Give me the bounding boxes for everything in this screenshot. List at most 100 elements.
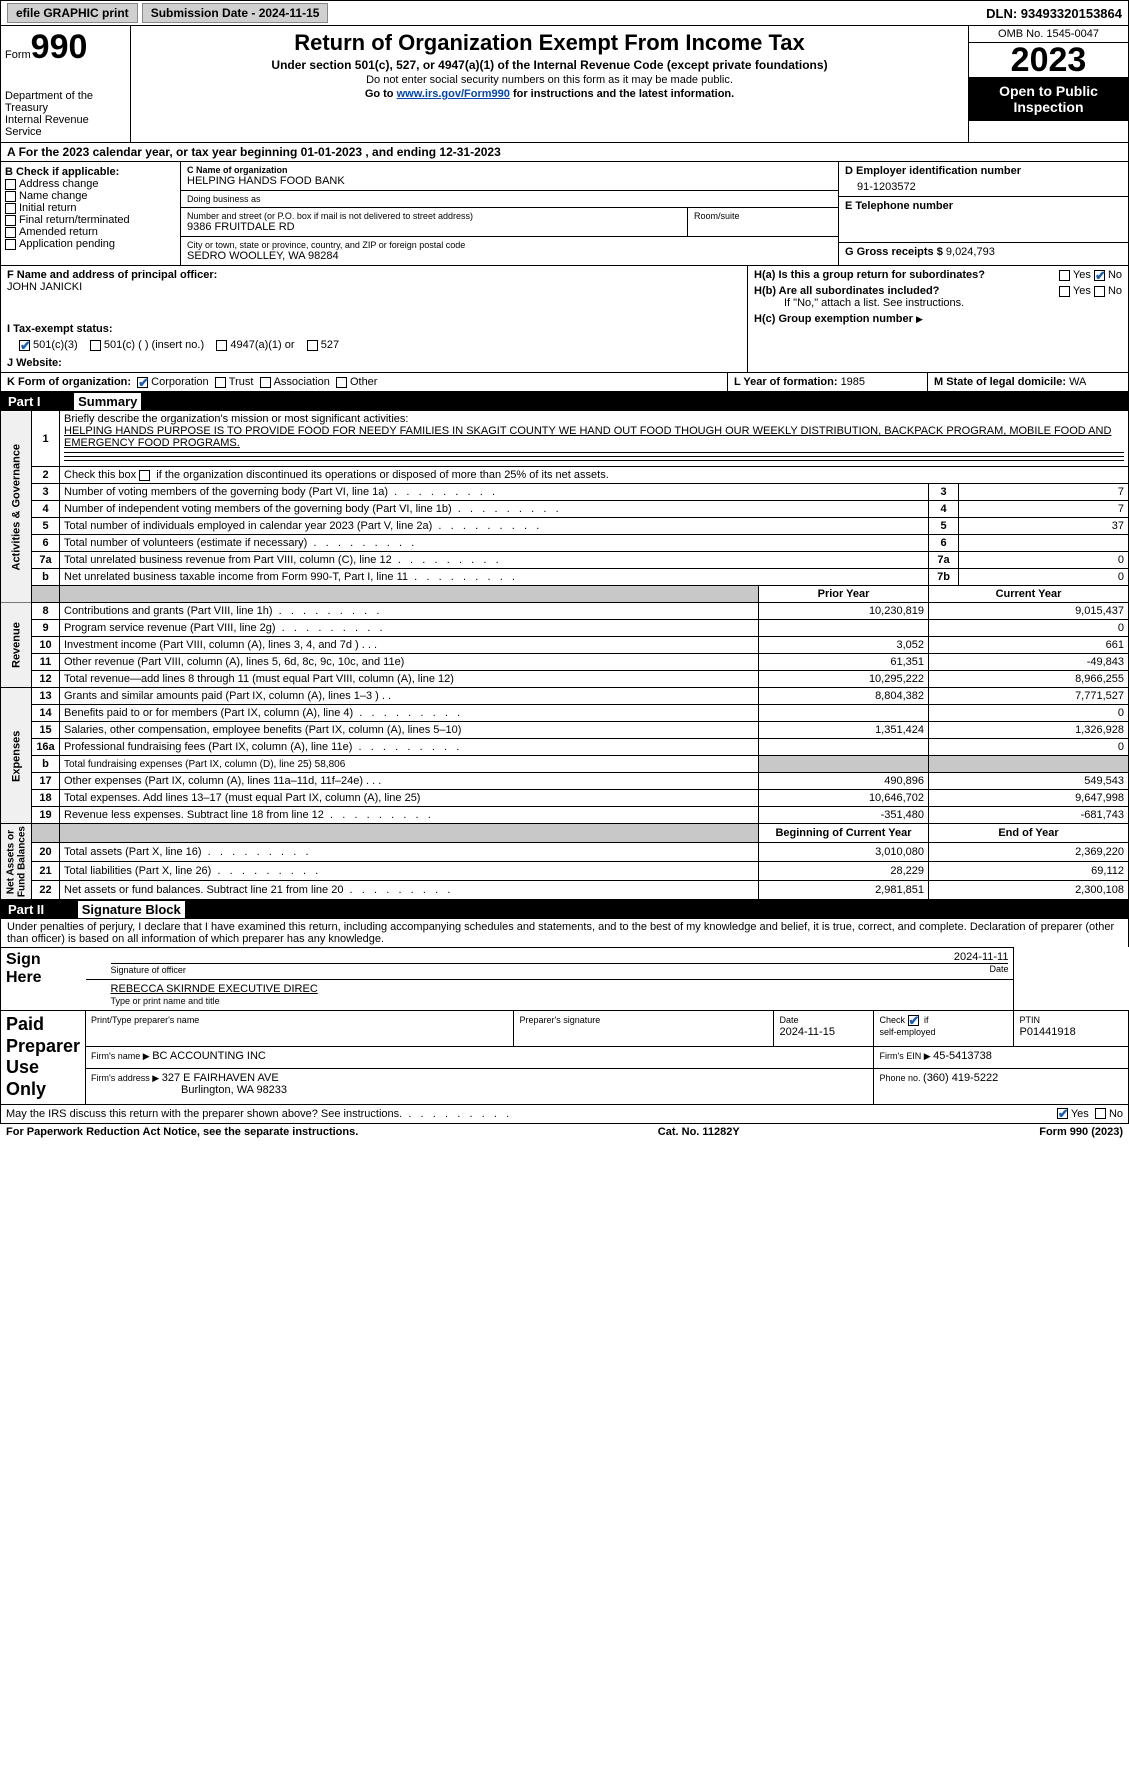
ln-18: 18 (32, 790, 60, 807)
ein-label: D Employer identification number (845, 165, 1122, 177)
yes-1: Yes (1073, 269, 1091, 281)
cb-name-change[interactable] (5, 191, 16, 202)
officer-printed-name: REBECCA SKIRNDE EXECUTIVE DIREC (111, 983, 1009, 995)
mission-text: HELPING HANDS PURPOSE IS TO PROVIDE FOOD… (64, 425, 1111, 449)
v7a: 0 (959, 552, 1129, 569)
firm-phone-label: Phone no. (879, 1073, 923, 1083)
cb-amended[interactable] (5, 227, 16, 238)
firm-addr: 327 E FAIRHAVEN AVE (162, 1072, 279, 1084)
dba-label: Doing business as (187, 194, 832, 204)
ln-13: 13 (32, 688, 60, 705)
c9: 0 (929, 620, 1129, 637)
part-i-header: Part I Summary (0, 392, 1129, 411)
v6 (959, 535, 1129, 552)
form-word: Form (5, 49, 31, 61)
ln-21: 21 (32, 862, 60, 881)
cb-initial-return[interactable] (5, 203, 16, 214)
c19: -681,743 (929, 807, 1129, 824)
hb-note: If "No," attach a list. See instructions… (754, 297, 1122, 309)
end-hdr: End of Year (929, 824, 1129, 843)
l11: Other revenue (Part VIII, column (A), li… (60, 654, 759, 671)
yes-3: Yes (1071, 1108, 1089, 1120)
p22: 2,981,851 (759, 881, 929, 900)
part-ii-num: Part II (8, 902, 44, 917)
p19: -351,480 (759, 807, 929, 824)
firm-ein: 45-5413738 (933, 1050, 992, 1062)
cb-ha-no[interactable] (1094, 270, 1105, 281)
form-number: 990 (31, 28, 88, 66)
arrow-icon-4 (152, 1072, 161, 1084)
cb-assoc[interactable] (260, 377, 271, 388)
ln-12: 12 (32, 671, 60, 688)
cb-other[interactable] (336, 377, 347, 388)
l16b: Total fundraising expenses (Part IX, col… (60, 756, 759, 773)
cb-501c3[interactable] (19, 340, 30, 351)
date-label: Date (989, 964, 1008, 974)
section-fh: F Name and address of principal officer:… (0, 266, 1129, 373)
form-header: Form990 Department of the Treasury Inter… (0, 26, 1129, 143)
vlabel-netassets: Net Assets orFund Balances (1, 824, 32, 900)
c16a: 0 (929, 739, 1129, 756)
dept-text: Department of the Treasury Internal Reve… (5, 90, 126, 138)
sig-date: 2024-11-11 (111, 951, 1009, 964)
cb-hb-no[interactable] (1094, 286, 1105, 297)
open-to-public: Open to Public Inspection (969, 77, 1128, 121)
cb-trust[interactable] (215, 377, 226, 388)
hb-label: H(b) Are all subordinates included? (754, 285, 939, 297)
no-1: No (1108, 269, 1122, 281)
form-subtitle: Under section 501(c), 527, or 4947(a)(1)… (135, 58, 964, 72)
b-header: B Check if applicable: (5, 166, 176, 178)
b-opt-3: Final return/terminated (19, 214, 130, 226)
ln-3: 3 (32, 484, 60, 501)
l10: Investment income (Part VIII, column (A)… (64, 639, 359, 651)
ln-19: 19 (32, 807, 60, 824)
l15: Salaries, other compensation, employee b… (60, 722, 759, 739)
cb-discuss-yes[interactable] (1057, 1108, 1068, 1119)
cb-corp[interactable] (137, 377, 148, 388)
cb-final-return[interactable] (5, 215, 16, 226)
street-value: 9386 FRUITDALE RD (187, 221, 681, 233)
org-name: HELPING HANDS FOOD BANK (187, 175, 832, 187)
cb-app-pending[interactable] (5, 239, 16, 250)
b-opt-1: Name change (19, 190, 88, 202)
l2-post: if the organization discontinued its ope… (153, 469, 609, 481)
c-name-label: C Name of organization (187, 165, 832, 175)
l4-text: Number of independent voting members of … (64, 503, 559, 515)
cb-discontinued[interactable] (139, 470, 150, 481)
c14: 0 (929, 705, 1129, 722)
box-7a: 7a (929, 552, 959, 569)
prep-sig-label: Preparer's signature (519, 1015, 600, 1025)
section-bcd: B Check if applicable: Address change Na… (0, 162, 1129, 266)
cb-discuss-no[interactable] (1095, 1108, 1106, 1119)
cb-ha-yes[interactable] (1059, 270, 1070, 281)
v3: 7 (959, 484, 1129, 501)
line-a-text: For the 2023 calendar year, or tax year … (19, 145, 501, 159)
vlabel-expenses: Expenses (1, 688, 32, 824)
cb-4947[interactable] (216, 340, 227, 351)
firm-name: BC ACCOUNTING INC (152, 1050, 266, 1062)
officer-name: JOHN JANICKI (7, 281, 741, 293)
line-a: A For the 2023 calendar year, or tax yea… (0, 143, 1129, 162)
k-opt-0: Corporation (151, 376, 208, 388)
arrow-icon-2 (143, 1050, 152, 1062)
name-label: Type or print name and title (111, 996, 220, 1006)
gross-label: G Gross receipts $ (845, 246, 943, 258)
cb-self-employed[interactable] (908, 1015, 919, 1026)
firm-ein-label: Firm's EIN (879, 1051, 923, 1061)
street-label: Number and street (or P.O. box if mail i… (187, 211, 681, 221)
cb-501c[interactable] (90, 340, 101, 351)
cb-527[interactable] (307, 340, 318, 351)
prep-date-label: Date (779, 1015, 798, 1025)
efile-button[interactable]: efile GRAPHIC print (7, 3, 138, 23)
ln-17: 17 (32, 773, 60, 790)
ln-4: 4 (32, 501, 60, 518)
goto-suffix: for instructions and the latest informat… (510, 88, 734, 100)
cb-address-change[interactable] (5, 179, 16, 190)
p14 (759, 705, 929, 722)
p13: 8,804,382 (759, 688, 929, 705)
submission-date-button[interactable]: Submission Date - 2024-11-15 (142, 3, 329, 23)
ln-6: 6 (32, 535, 60, 552)
k-opt-2: Association (274, 376, 330, 388)
irs-link[interactable]: www.irs.gov/Form990 (397, 88, 510, 100)
cb-hb-yes[interactable] (1059, 286, 1070, 297)
